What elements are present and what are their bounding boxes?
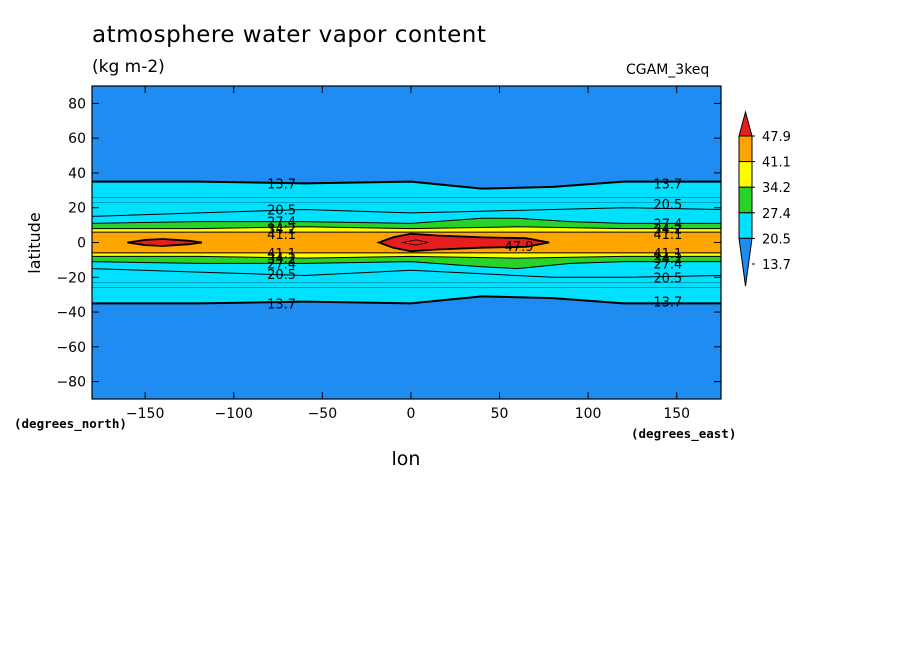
colorbar-label: 41.1: [762, 156, 791, 171]
contour-label: 20.5: [267, 268, 296, 283]
contour-label: 13.7: [653, 177, 682, 192]
colorbar-label: 13.7: [762, 258, 791, 273]
y-units-label: (degrees_north): [14, 416, 127, 432]
contour-label: 41.1: [267, 247, 296, 262]
y-tick-label: 20: [68, 201, 86, 217]
colorbar-bottom-arrow: [738, 237, 753, 287]
colorbar-top-arrow: [738, 110, 753, 137]
y-tick-label: 40: [68, 166, 86, 182]
colorbar-label: 20.5: [762, 232, 791, 247]
contour-line-27.4-north: [92, 217, 721, 224]
contour-line-20.5-north: [92, 207, 721, 217]
y-tick-label: 0: [77, 236, 86, 252]
colorbar-segment: [738, 212, 753, 239]
chart-units: (kg m-2): [92, 57, 165, 77]
contour-label: 20.5: [653, 271, 682, 286]
contour-label: 13.7: [653, 296, 682, 311]
colorbar-segment: [738, 135, 753, 163]
contour-line-13.7-south: [92, 295, 721, 305]
contour-label: 34.2: [653, 223, 682, 238]
x-tick-label: −50: [308, 406, 338, 422]
y-tick-label: −40: [56, 305, 86, 321]
contour-label: 34.2: [267, 223, 296, 238]
x-tick-label: −100: [215, 406, 253, 422]
contour-label: 13.7: [267, 297, 296, 312]
y-tick-label: −20: [56, 270, 86, 286]
contour-labels: 13.720.527.434.241.141.134.227.420.513.7…: [267, 177, 682, 312]
y-tick-label: 60: [68, 131, 86, 147]
contour-fill: [92, 86, 721, 399]
contour-label: 34.2: [267, 252, 296, 267]
colorbar-label: 27.4: [762, 207, 791, 222]
colorbar-segment: [738, 161, 753, 188]
colorbar-segment: [738, 186, 753, 214]
x-tick-label: 150: [663, 406, 690, 422]
y-axis: 80 60 40 20 0 −20 −40 −60 −80: [56, 96, 721, 391]
contour-label: 20.5: [267, 203, 296, 218]
x-axis-label: lon: [392, 448, 421, 470]
contour-label: 27.4: [267, 257, 296, 272]
x-tick-label: 100: [575, 406, 602, 422]
y-tick-label: −60: [56, 340, 86, 356]
case-label: CGAM_3keq: [626, 62, 710, 78]
contour-line-13.7-north: [92, 180, 721, 190]
contour-label: 13.7: [267, 177, 296, 192]
contour-label: 34.2: [653, 252, 682, 267]
contour-label: 20.5: [653, 198, 682, 213]
contour-lines: [92, 180, 721, 305]
contour-label: 41.1: [653, 247, 682, 262]
contour-label: 27.4: [653, 217, 682, 232]
contour-label: 27.4: [267, 216, 296, 231]
contour-line-34.2-south: [92, 255, 721, 259]
max-region-inner: [402, 239, 429, 246]
x-tick-label: 50: [491, 406, 509, 422]
x-tick-label: −150: [126, 406, 164, 422]
contour-label: 41.1: [653, 228, 682, 243]
contour-label: 47.9: [505, 240, 534, 255]
y-axis-label: latitude: [25, 212, 44, 273]
y-tick-label: −80: [56, 375, 86, 391]
contour-line-34.2-north: [92, 226, 721, 230]
colorbar-legend: 47.9 41.1 34.2 27.4 20.5 13.7: [738, 110, 791, 287]
colorbar-label: 34.2: [762, 181, 791, 196]
max-region-0: [127, 238, 203, 247]
chart-title: atmosphere water vapor content: [92, 22, 487, 48]
colorbar-label: 47.9: [762, 130, 791, 145]
contour-label: 41.1: [267, 228, 296, 243]
contour-label: 27.4: [653, 257, 682, 272]
y-tick-label: 80: [68, 96, 86, 112]
x-axis: −150 −100 −50 0 50 100 150: [126, 86, 690, 422]
x-units-label: (degrees_east): [631, 426, 736, 442]
contour-line-20.5-south: [92, 268, 721, 278]
x-tick-label: 0: [406, 406, 415, 422]
contour-line-27.4-south: [92, 261, 721, 270]
max-region-1: [376, 232, 550, 253]
